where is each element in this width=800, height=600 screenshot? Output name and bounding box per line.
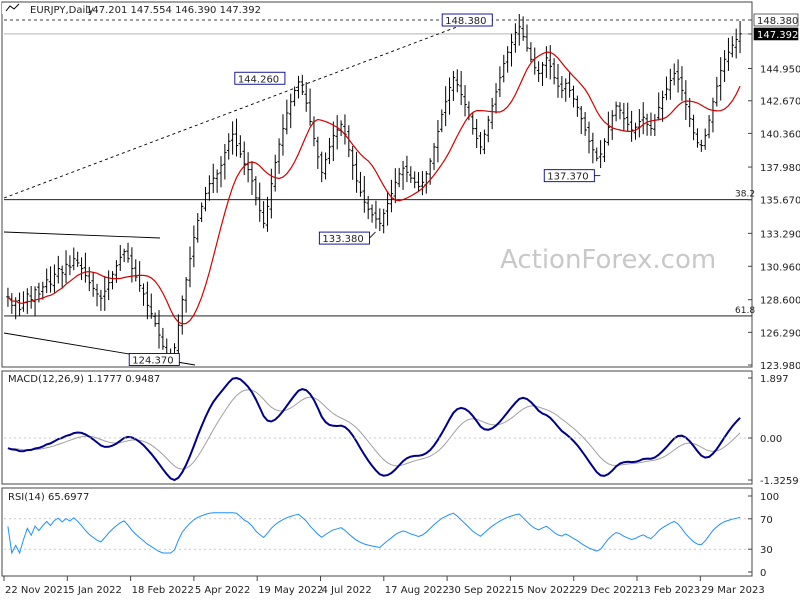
date-tick-label: 22 Nov 2021 [5, 585, 69, 596]
date-tick-label: 18 Feb 2022 [132, 585, 194, 596]
annotation-box [318, 231, 370, 245]
rsi-tick-label: 30 [760, 545, 773, 556]
date-tick-label: 15 Nov 2022 [511, 585, 575, 596]
price-tick-label: 133.290 [760, 229, 800, 240]
date-tick-label: 17 Aug 2022 [385, 585, 449, 596]
date-tick-label: 4 Jul 2022 [322, 585, 372, 596]
price-tick-label: 148.380 [757, 16, 798, 27]
annotation-box [234, 71, 286, 85]
chart-type-icon [5, 3, 20, 12]
price-tick-label: 130.960 [760, 262, 800, 273]
axis-labels: 148.380 147.392 144.950 142.670 140.360 137.9… [3, 13, 800, 596]
rsi-tick-label: 100 [760, 492, 779, 503]
channel-upper-line [3, 231, 161, 239]
price-tick-label: 135.670 [760, 196, 800, 207]
price-tick-label: 137.980 [760, 163, 800, 174]
date-tick-label: 5 Apr 2022 [195, 585, 250, 596]
header-symbol: EURJPY,Daily [30, 5, 94, 16]
date-tick-label: 5 Jan 2022 [68, 585, 122, 596]
high-price-box [753, 13, 799, 27]
rsi-line [7, 512, 741, 555]
annotation-box [543, 169, 595, 183]
annotation-box [128, 353, 180, 366]
header-ohlc: 147.201 147.554 146.390 147.392 [86, 5, 261, 16]
rsi-title: RSI(14) 65.6977 [8, 492, 89, 503]
annotation-box [441, 13, 493, 27]
price-tick-label: 140.360 [760, 129, 800, 140]
price-tick-label: 142.670 [760, 97, 800, 108]
grid-lines: 38.2 61.8 [4, 19, 755, 317]
annotation-label: 144.260 [238, 74, 279, 85]
fib-level-label: 61.8 [735, 306, 755, 316]
macd-panel-frame [1, 370, 753, 485]
price-tick-label: 144.950 [760, 64, 800, 75]
rsi-tick-label: 70 [760, 515, 773, 526]
rsi-panel-frame [1, 487, 753, 577]
annotation-label: 148.380 [445, 16, 486, 27]
macd-line [7, 376, 741, 482]
macd-tick-label: 1.897 [760, 374, 789, 385]
moving-average [7, 51, 741, 325]
annotation-label: 124.370 [132, 355, 173, 366]
annotation-leader [369, 231, 376, 239]
macd-tick-label: 0.00 [760, 434, 782, 445]
sma-line [7, 51, 741, 325]
rsi-tick-label: 0 [760, 568, 766, 579]
watermark: ActionForex.com [500, 245, 716, 275]
fib-level-label: 38.2 [735, 190, 755, 200]
rsi-line [4, 512, 748, 555]
dotted-trendline [3, 21, 471, 199]
macd-tick-label: -1.3259 [760, 476, 799, 487]
current-price-label: 147.392 [757, 30, 798, 41]
date-tick-label: 19 May 2022 [258, 585, 323, 596]
macd-title: MACD(12,26,9) 1.1777 0.9487 [8, 374, 160, 385]
price-annotations: 148.380 144.260 133.380 137.370 124.370 [128, 13, 601, 366]
annotation-label: 133.380 [322, 234, 363, 245]
chart-header: EURJPY,Daily 147.201 147.554 146.390 147… [2, 3, 261, 16]
date-tick-label: 30 Sep 2022 [448, 585, 511, 596]
date-tick-label: 29 Dec 2022 [575, 585, 639, 596]
macd-lines [4, 376, 748, 482]
price-panel-frame [1, 1, 753, 368]
current-price-box [753, 27, 799, 41]
price-tick-label: 128.600 [760, 296, 800, 307]
price-tick-label: 123.980 [760, 361, 800, 372]
date-tick-label: 13 Feb 2023 [638, 585, 700, 596]
price-tick-label: 126.290 [760, 328, 800, 339]
date-tick-label: 29 Mar 2023 [701, 585, 764, 596]
annotation-label: 137.370 [547, 172, 588, 183]
